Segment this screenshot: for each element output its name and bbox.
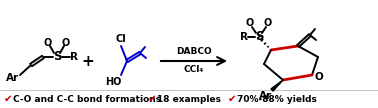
Text: Ar: Ar bbox=[6, 73, 20, 83]
Polygon shape bbox=[271, 80, 283, 91]
Text: ✔: ✔ bbox=[4, 94, 13, 104]
Text: CCl₄: CCl₄ bbox=[184, 65, 204, 75]
Text: O: O bbox=[314, 72, 323, 82]
Text: O: O bbox=[246, 18, 254, 28]
Text: S: S bbox=[255, 30, 263, 44]
Text: 70%-88% yields: 70%-88% yields bbox=[237, 94, 317, 103]
Text: S: S bbox=[53, 51, 61, 64]
Text: O: O bbox=[62, 38, 70, 48]
Text: HO: HO bbox=[105, 77, 121, 87]
Text: Ar: Ar bbox=[259, 91, 273, 101]
Text: C-O and C-C bond formations: C-O and C-C bond formations bbox=[13, 94, 161, 103]
Text: DABCO: DABCO bbox=[176, 47, 212, 56]
Text: R: R bbox=[240, 32, 248, 42]
Text: +: + bbox=[82, 53, 94, 68]
Text: R: R bbox=[70, 52, 78, 62]
Text: O: O bbox=[264, 18, 272, 28]
Text: ✔: ✔ bbox=[148, 94, 157, 104]
Text: Cl: Cl bbox=[116, 34, 126, 44]
Text: ✔: ✔ bbox=[228, 94, 237, 104]
Text: 18 examples: 18 examples bbox=[157, 94, 221, 103]
Text: O: O bbox=[44, 38, 52, 48]
